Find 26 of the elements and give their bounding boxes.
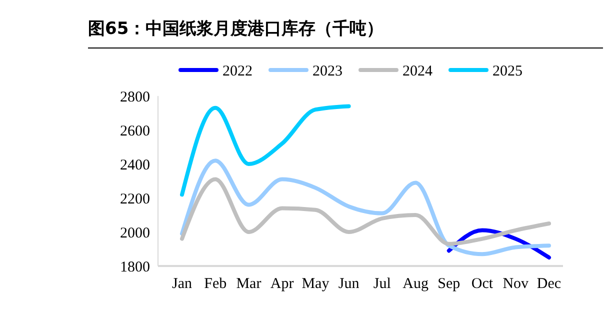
x-tick-label: Apr <box>270 276 294 292</box>
y-tick-label: 2400 <box>120 157 150 174</box>
x-tick-label: Jun <box>338 276 360 292</box>
y-tick-label: 2600 <box>120 123 150 140</box>
x-tick-label: Jan <box>172 276 192 292</box>
x-tick-label: Aug <box>402 276 429 292</box>
y-tick-label: 2200 <box>120 191 150 208</box>
legend-label: 2025 <box>492 63 522 80</box>
x-tick-label: Jul <box>373 276 391 292</box>
legend-label: 2024 <box>402 63 433 80</box>
y-tick-label: 2000 <box>120 225 150 242</box>
x-tick-label: May <box>302 276 330 292</box>
x-tick-label: Dec <box>536 276 562 292</box>
line-series <box>180 177 551 246</box>
x-tick-label: Sep <box>438 276 460 292</box>
x-tick-label: Mar <box>236 276 262 292</box>
chart-title: 图65：中国纸浆月度港口库存（千吨） <box>88 19 384 39</box>
line-series <box>180 158 551 256</box>
y-tick-label: 2800 <box>120 89 150 106</box>
x-tick-label: Oct <box>471 276 494 292</box>
line-series <box>180 104 351 197</box>
legend-label: 2023 <box>312 63 342 80</box>
x-tick-label: Feb <box>204 276 227 292</box>
x-tick-label: Nov <box>502 276 530 292</box>
legend-label: 2022 <box>222 63 252 80</box>
y-tick-label: 1800 <box>120 259 150 276</box>
